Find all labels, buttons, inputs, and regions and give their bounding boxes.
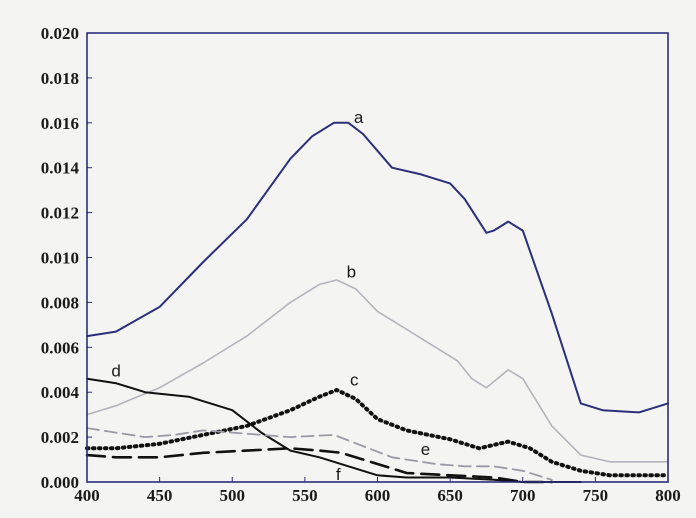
x-tick-label: 650 [437, 486, 463, 505]
series-line-a [86, 121, 669, 414]
plot-frame [86, 32, 669, 483]
x-tick-label: 500 [220, 486, 246, 505]
y-tick-label: 0.012 [41, 204, 79, 223]
y-tick-label: 0.004 [41, 383, 80, 402]
x-tick-label: 550 [292, 486, 318, 505]
axis-layer: 400 450 500 550 600 650 700 750 800 0.000 0.002 0.0… [41, 24, 681, 505]
series-label-f: f [336, 465, 341, 484]
series-label-e: e [421, 440, 430, 459]
y-tick-label: 0.018 [41, 69, 79, 88]
series-label-b: b [347, 263, 356, 282]
x-tick-label: 400 [74, 486, 100, 505]
series-label-d: d [111, 361, 120, 380]
y-tick-label: 0.020 [41, 24, 79, 43]
y-tick-label: 0.016 [41, 114, 79, 133]
series-line-b [86, 279, 669, 463]
series-line-e [86, 427, 553, 481]
y-tick-label: 0.002 [41, 428, 79, 447]
series-label-layer: a b c d e f [111, 108, 430, 484]
series-line-c [85, 388, 670, 478]
x-tick-label: 700 [510, 486, 536, 505]
y-tick-label: 0.014 [41, 159, 80, 178]
series-layer [85, 121, 670, 484]
series-label-c: c [350, 370, 359, 389]
x-tick-label: 750 [583, 486, 609, 505]
y-tick-label: 0.000 [41, 473, 79, 492]
x-tick-label: 450 [147, 486, 173, 505]
y-tick-label: 0.010 [41, 249, 79, 268]
y-tick-label: 0.008 [41, 293, 79, 312]
series-label-a: a [354, 108, 364, 127]
y-tick-label: 0.006 [41, 338, 79, 357]
series-line-f [85, 446, 554, 484]
x-tick-label: 600 [365, 486, 391, 505]
x-tick-label: 800 [655, 486, 681, 505]
